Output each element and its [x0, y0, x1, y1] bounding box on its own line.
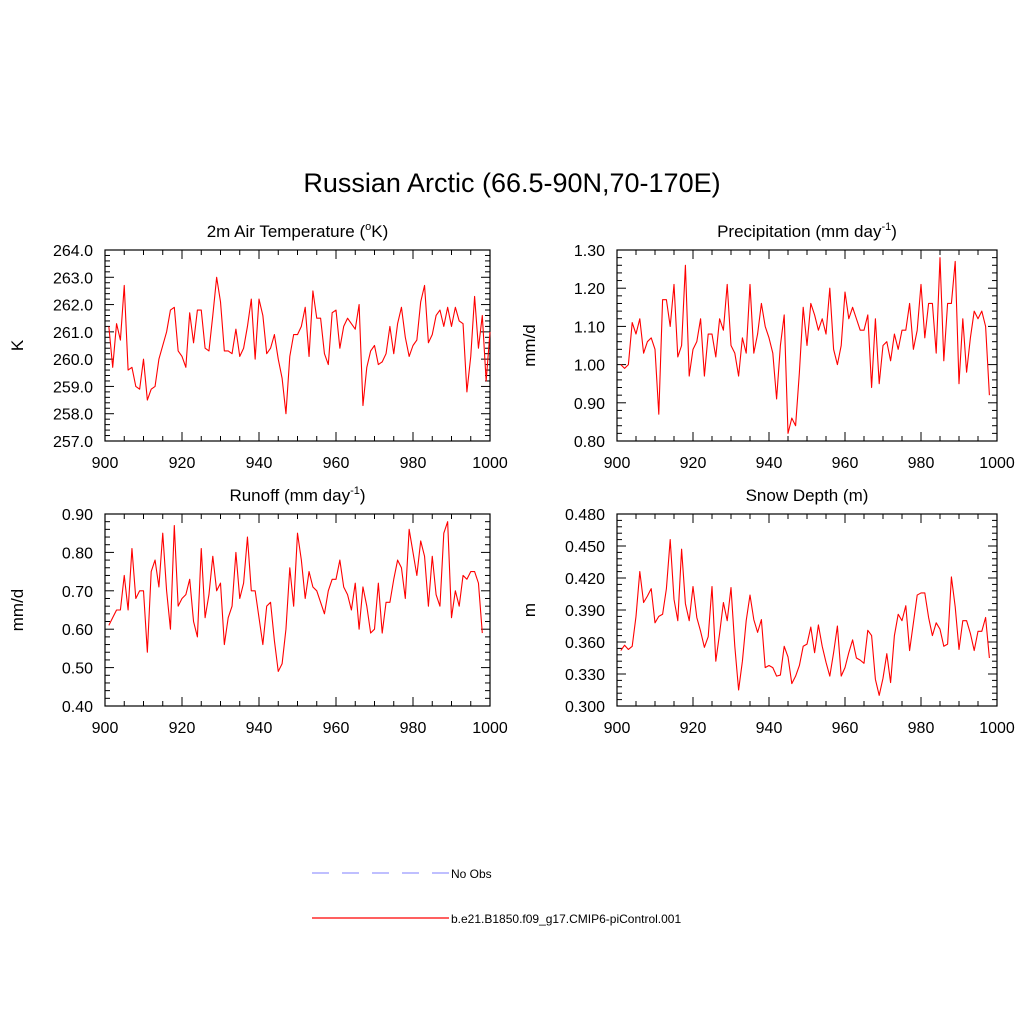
- x-tick-label: 900: [604, 455, 631, 472]
- x-tick-label: 900: [92, 455, 119, 472]
- series-line-runoff: [108, 521, 483, 672]
- panel-temperature: 2m Air Temperature (oK) 900 920 940 960 980 10…: [8, 221, 508, 472]
- x-tick-label: 1000: [979, 720, 1015, 737]
- panel-title-runoff: Runoff (mm day-1): [229, 485, 365, 505]
- panel-title-superscript: o: [365, 221, 371, 233]
- y-tick-label: 0.330: [565, 667, 605, 684]
- panel-title-precipitation: Precipitation (mm day-1): [717, 221, 897, 241]
- x-tick-label: 940: [246, 455, 273, 472]
- x-tick-label: 940: [756, 455, 783, 472]
- panel-title-tail: K): [371, 222, 388, 241]
- legend-label: b.e21.B1850.f09_g17.CMIP6-piControl.001: [451, 912, 681, 926]
- panel-title-temperature: 2m Air Temperature (oK): [207, 221, 389, 241]
- x-tick-label: 1000: [979, 455, 1015, 472]
- y-tick-label: 1.20: [574, 281, 605, 298]
- x-tick-label: 900: [604, 720, 631, 737]
- y-tick-label: 262.0: [53, 298, 93, 315]
- y-tick-label: 258.0: [53, 407, 93, 424]
- y-tick-label: 1.30: [574, 243, 605, 260]
- y-tick-label: 0.90: [62, 507, 93, 524]
- y-tick-label: 264.0: [53, 243, 93, 260]
- plot-frame: [616, 513, 998, 707]
- x-tick-label: 960: [323, 720, 350, 737]
- panel-title-superscript: -1: [350, 485, 360, 497]
- series-line-precipitation: [620, 257, 990, 434]
- y-tick-label: 261.0: [53, 325, 93, 342]
- y-axis-label: mm/d: [8, 589, 27, 632]
- x-tick-label: 960: [832, 720, 859, 737]
- panel-title-text: Runoff (mm day: [229, 486, 350, 505]
- legend-label: No Obs: [451, 867, 492, 881]
- y-tick-label: 263.0: [53, 270, 93, 287]
- series-line-snow-depth: [620, 539, 990, 696]
- y-tick-label: 259.0: [53, 379, 93, 396]
- panel-title-text: Precipitation (mm day: [717, 222, 882, 241]
- x-tick-label: 980: [908, 455, 935, 472]
- x-tick-label: 980: [908, 720, 935, 737]
- y-tick-label: 0.390: [565, 603, 605, 620]
- panel-title-superscript: -1: [881, 221, 891, 233]
- y-tick-label: 0.60: [62, 622, 93, 639]
- legend-item: b.e21.B1850.f09_g17.CMIP6-piControl.001: [312, 912, 681, 926]
- x-tick-label: 960: [832, 455, 859, 472]
- x-tick-label: 940: [246, 720, 273, 737]
- y-tick-label: 0.360: [565, 635, 605, 652]
- panel-runoff: Runoff (mm day-1) 900 920 940 960 980 1000 0.40…: [8, 485, 508, 737]
- y-tick-label: 0.40: [62, 699, 93, 716]
- y-tick-label: 0.480: [565, 507, 605, 524]
- panel-title-tail: ): [891, 222, 897, 241]
- x-tick-label: 920: [680, 720, 707, 737]
- x-tick-label: 920: [169, 720, 196, 737]
- y-tick-label: 0.80: [62, 545, 93, 562]
- panel-snow-depth: Snow Depth (m) 900 920 940 960 980 1000 0.300 0.…: [520, 486, 1015, 737]
- legend-item: No Obs: [312, 867, 492, 881]
- x-tick-label: 920: [680, 455, 707, 472]
- x-tick-label: 980: [400, 455, 427, 472]
- y-tick-label: 257.0: [53, 434, 93, 451]
- y-tick-label: 0.50: [62, 661, 93, 678]
- y-tick-label: 1.10: [574, 319, 605, 336]
- y-tick-label: 0.70: [62, 584, 93, 601]
- x-tick-label: 980: [400, 720, 427, 737]
- y-tick-label: 0.450: [565, 539, 605, 556]
- legend: No Obs b.e21.B1850.f09_g17.CMIP6-piContro…: [312, 867, 681, 926]
- y-tick-label: 260.0: [53, 352, 93, 369]
- y-tick-label: 0.90: [574, 396, 605, 413]
- y-tick-label: 0.300: [565, 699, 605, 716]
- y-axis-label: mm/d: [520, 324, 539, 367]
- figure-title: Russian Arctic (66.5-90N,70-170E): [303, 168, 721, 198]
- panel-title-snow-depth: Snow Depth (m): [746, 486, 869, 505]
- y-tick-label: 0.420: [565, 571, 605, 588]
- y-axis-label: m: [520, 603, 539, 617]
- panel-precipitation: Precipitation (mm day-1) 900 920 940 960 980 1…: [520, 221, 1015, 472]
- y-tick-label: 1.00: [574, 358, 605, 375]
- panel-title-text: Snow Depth (m): [746, 486, 869, 505]
- series-line-temperature: [108, 276, 491, 415]
- x-tick-label: 940: [756, 720, 783, 737]
- y-tick-label: 0.80: [574, 434, 605, 451]
- x-tick-label: 1000: [472, 455, 508, 472]
- x-tick-label: 900: [92, 720, 119, 737]
- y-axis-label: K: [8, 339, 27, 351]
- x-tick-label: 1000: [472, 720, 508, 737]
- x-tick-label: 920: [169, 455, 196, 472]
- x-tick-label: 960: [323, 455, 350, 472]
- panel-title-tail: ): [360, 486, 366, 505]
- panel-title-text: 2m Air Temperature (: [207, 222, 366, 241]
